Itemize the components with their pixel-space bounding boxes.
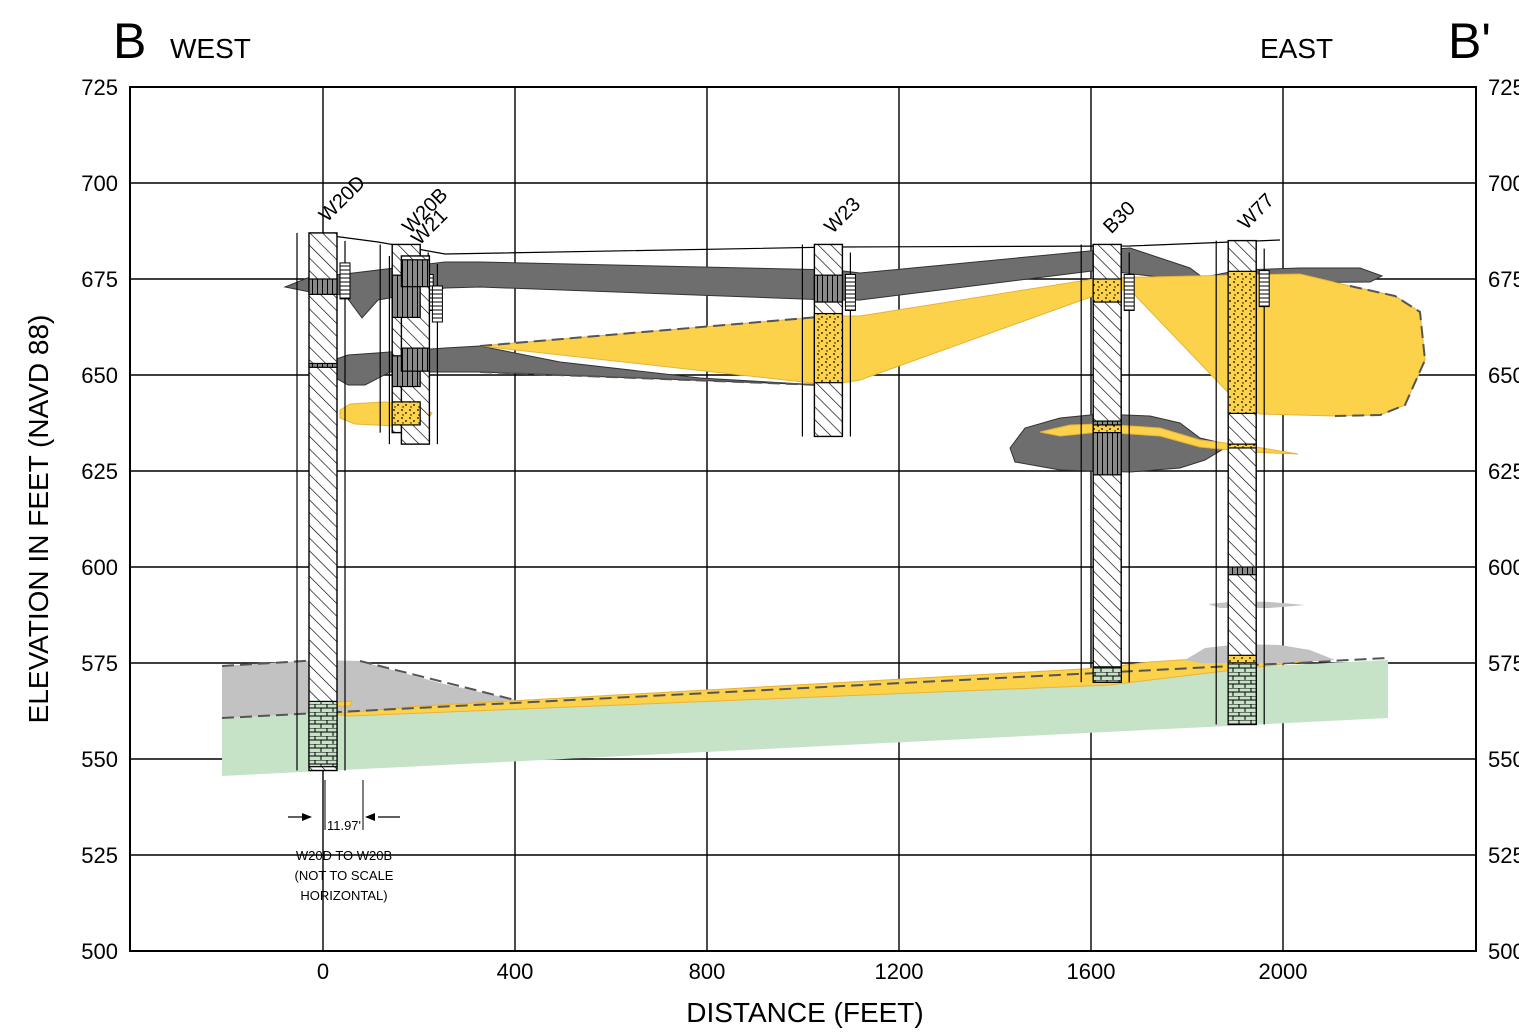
boring-interval — [400, 347, 430, 372]
boring-interval — [308, 278, 338, 295]
y-tick-label-right: 500 — [1488, 939, 1519, 964]
boring-interval — [1227, 654, 1257, 664]
x-tick-label: 800 — [689, 959, 726, 984]
x-tick-label: 1600 — [1067, 959, 1116, 984]
well-label: B30 — [1099, 197, 1140, 238]
y-tick-label: 725 — [81, 75, 118, 100]
y-tick-label: 600 — [81, 555, 118, 580]
boring-interval — [1227, 443, 1257, 449]
well-screen — [844, 273, 856, 311]
section-start-letter: B — [113, 13, 146, 69]
y-tick-label: 525 — [81, 843, 118, 868]
well-label: W23 — [820, 193, 865, 238]
dimension-value: 11.97' — [327, 818, 361, 833]
east-label: EAST — [1260, 33, 1333, 64]
y-tick-label: 625 — [81, 459, 118, 484]
y-tick-label-right: 575 — [1488, 651, 1519, 676]
boring-interval — [1092, 666, 1122, 683]
y-tick-label: 500 — [81, 939, 118, 964]
well-screen — [1123, 273, 1135, 311]
dimension-label-3: HORIZONTAL) — [300, 888, 387, 903]
well-label: W77 — [1234, 189, 1279, 234]
y-tick-label-right: 525 — [1488, 843, 1519, 868]
y-tick-label-right: 550 — [1488, 747, 1519, 772]
y-tick-label: 700 — [81, 171, 118, 196]
boring-interval — [813, 274, 844, 303]
x-tick-label: 1200 — [875, 959, 924, 984]
upper-sand-body — [479, 273, 1426, 417]
boring-interval — [1227, 270, 1257, 415]
dimension-annotation: 11.97' W20D TO W20B (NOT TO SCALE HORIZO… — [288, 780, 400, 903]
boring-interval — [1092, 424, 1122, 434]
y-tick-label-right: 600 — [1488, 555, 1519, 580]
y-tick-label: 650 — [81, 363, 118, 388]
boring-interval — [813, 312, 844, 384]
boring-interval — [391, 401, 421, 426]
section-end-letter: B' — [1448, 13, 1491, 69]
boring-interval — [308, 362, 338, 368]
y-tick-label-right: 725 — [1488, 75, 1519, 100]
boring-interval — [1227, 662, 1257, 726]
x-axis-title: DISTANCE (FEET) — [686, 997, 923, 1028]
boring-interval — [1227, 566, 1257, 576]
boring-column — [308, 232, 338, 772]
boring-interval — [400, 259, 430, 288]
dimension-label-2: (NOT TO SCALE — [295, 868, 394, 883]
y-tick-label: 575 — [81, 651, 118, 676]
bedrock-layer — [222, 660, 1388, 776]
west-label: WEST — [170, 33, 251, 64]
boring-interval — [1092, 278, 1122, 303]
lower-clay-wedge — [222, 660, 515, 718]
light-clay-lens-lower — [1185, 644, 1335, 663]
y-tick-label-right: 650 — [1488, 363, 1519, 388]
y-tick-label-right: 700 — [1488, 171, 1519, 196]
dimension-label-1: W20D TO W20B — [296, 848, 392, 863]
y-tick-label-right: 675 — [1488, 267, 1519, 292]
x-tick-label: 0 — [317, 959, 329, 984]
geology-layers — [221, 232, 1427, 776]
well-screen — [431, 285, 443, 323]
boring-interval — [308, 700, 338, 768]
plot-frame — [129, 86, 1477, 952]
well-screen — [339, 262, 351, 300]
y-tick-label: 675 — [81, 267, 118, 292]
y-tick-label-right: 625 — [1488, 459, 1519, 484]
grid-lines — [130, 86, 1476, 952]
y-axis-title: ELEVATION IN FEET (NAVD 88) — [23, 315, 54, 724]
x-tick-label: 2000 — [1259, 959, 1308, 984]
x-tick-label: 400 — [497, 959, 534, 984]
y-tick-label: 550 — [81, 747, 118, 772]
well-screen — [1258, 270, 1270, 308]
